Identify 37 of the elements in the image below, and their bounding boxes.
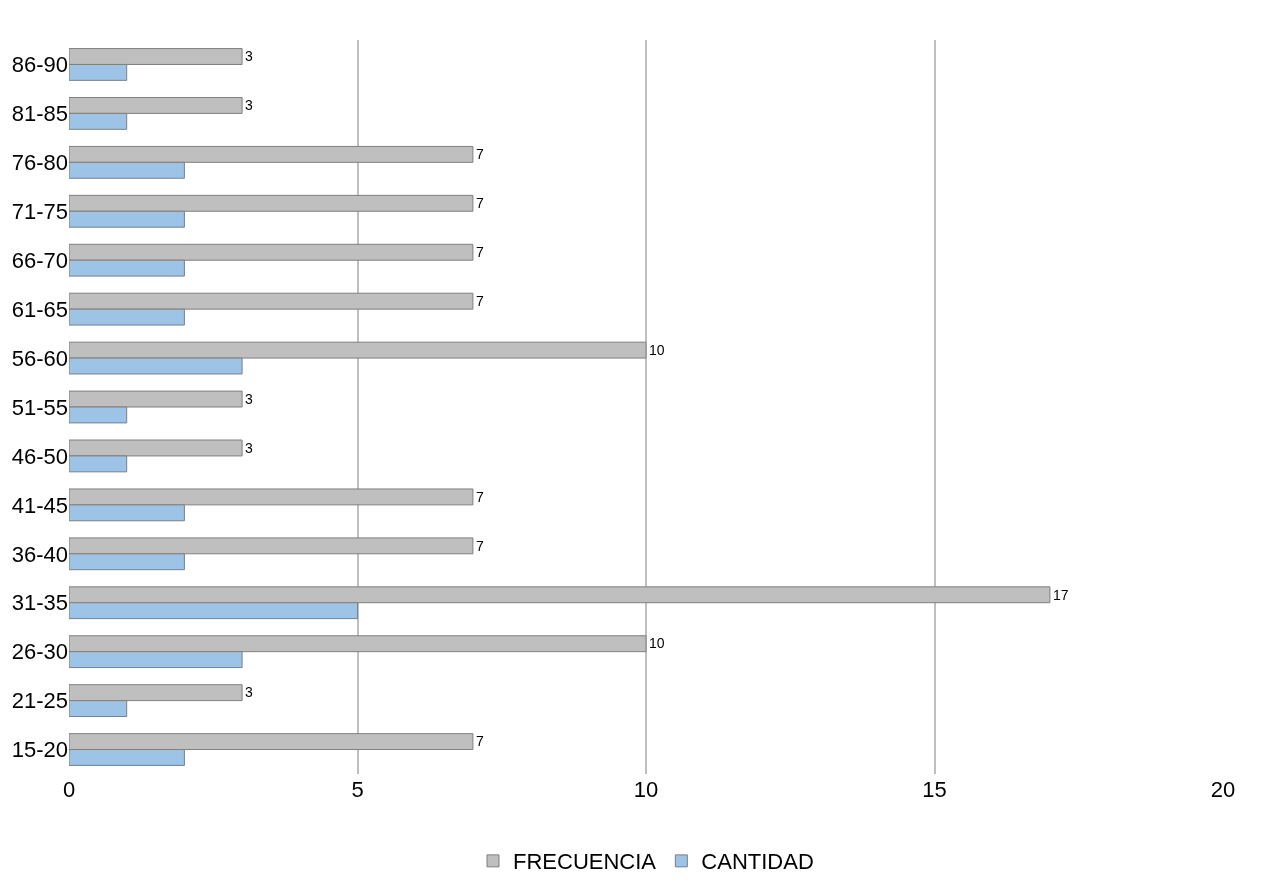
data-label: 7 bbox=[475, 195, 484, 212]
y-tick-label: 21-25 bbox=[11, 688, 68, 714]
data-label: 7 bbox=[475, 537, 484, 554]
y-tick-label: 71-75 bbox=[11, 198, 68, 224]
y-tick-label: 81-85 bbox=[11, 101, 68, 127]
y-tick-label: 61-65 bbox=[11, 296, 68, 322]
data-label: 3 bbox=[245, 684, 254, 701]
y-tick-label: 86-90 bbox=[11, 52, 68, 78]
y-tick-label: 66-70 bbox=[11, 247, 68, 273]
x-tick-label: 10 bbox=[633, 777, 659, 802]
data-label: 3 bbox=[245, 97, 254, 114]
data-label: 3 bbox=[245, 390, 254, 407]
y-tick-label: 56-60 bbox=[11, 345, 68, 371]
legend-label: CANTIDAD bbox=[701, 849, 814, 875]
data-label: 7 bbox=[475, 244, 484, 261]
data-label: 10 bbox=[649, 635, 665, 652]
data-label: 7 bbox=[475, 733, 484, 750]
data-label: 3 bbox=[245, 439, 254, 456]
y-tick-label: 31-35 bbox=[11, 590, 68, 616]
data-label: 7 bbox=[475, 146, 484, 163]
x-tick-label: 5 bbox=[351, 777, 364, 802]
data-label: 3 bbox=[245, 48, 254, 65]
y-tick-label: 36-40 bbox=[11, 541, 68, 567]
x-tick-label: 20 bbox=[1210, 777, 1236, 802]
y-tick-label: 41-45 bbox=[11, 492, 68, 518]
legend-label: FRECUENCIA bbox=[513, 849, 657, 875]
data-label: 7 bbox=[475, 488, 484, 505]
data-label: 10 bbox=[649, 341, 665, 358]
x-tick-label: 15 bbox=[922, 777, 947, 802]
y-tick-label: 15-20 bbox=[11, 737, 68, 763]
x-tick-label: 0 bbox=[62, 777, 76, 802]
y-tick-label: 76-80 bbox=[11, 150, 68, 176]
data-label: 17 bbox=[1052, 586, 1069, 603]
y-tick-label: 26-30 bbox=[11, 639, 68, 665]
y-tick-label: 51-55 bbox=[11, 394, 68, 420]
data-label: 7 bbox=[475, 292, 484, 309]
y-tick-label: 46-50 bbox=[11, 443, 68, 469]
